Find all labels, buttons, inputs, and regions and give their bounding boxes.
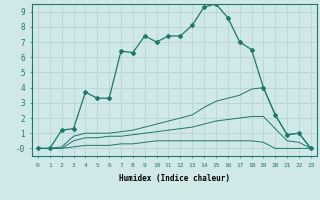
- X-axis label: Humidex (Indice chaleur): Humidex (Indice chaleur): [119, 174, 230, 183]
